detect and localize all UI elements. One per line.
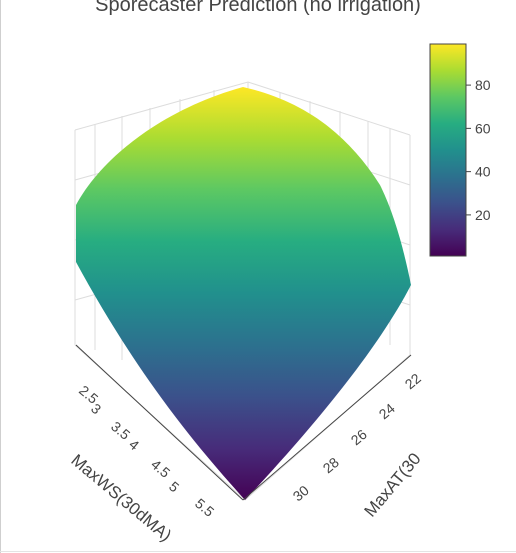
x-axis-title: MaxAT(30 (361, 449, 425, 520)
y-tick-label: 4 (126, 436, 142, 453)
y-axis-line (75, 344, 244, 501)
y-tick-label: 5.5 (192, 495, 217, 520)
x-tick-label: 22 (402, 370, 424, 392)
x-axis-line (242, 354, 412, 501)
y-tick-label: 3.5 (108, 418, 133, 443)
colorbar: 20 40 60 80 (429, 43, 491, 257)
frame-bottom (0, 551, 516, 552)
y-tick-label: 4.5 (148, 456, 173, 481)
x-tick-label: 30 (290, 482, 312, 504)
y-tick-label: 5 (166, 478, 182, 495)
colorbar-tick-label: 60 (475, 120, 491, 136)
colorbar-bar (429, 43, 467, 257)
x-tick-label: 24 (376, 400, 398, 422)
x-tick-label: 28 (320, 454, 342, 476)
colorbar-tick-label: 40 (475, 164, 491, 180)
colorbar-tick-label: 20 (475, 207, 491, 223)
frame-edge (0, 0, 1, 553)
surface[interactable] (76, 87, 411, 500)
chart-title: Sporecaster Prediction (no irrigation) (95, 0, 421, 16)
colorbar-tick-label: 80 (475, 77, 491, 93)
x-tick-label: 26 (348, 426, 370, 448)
